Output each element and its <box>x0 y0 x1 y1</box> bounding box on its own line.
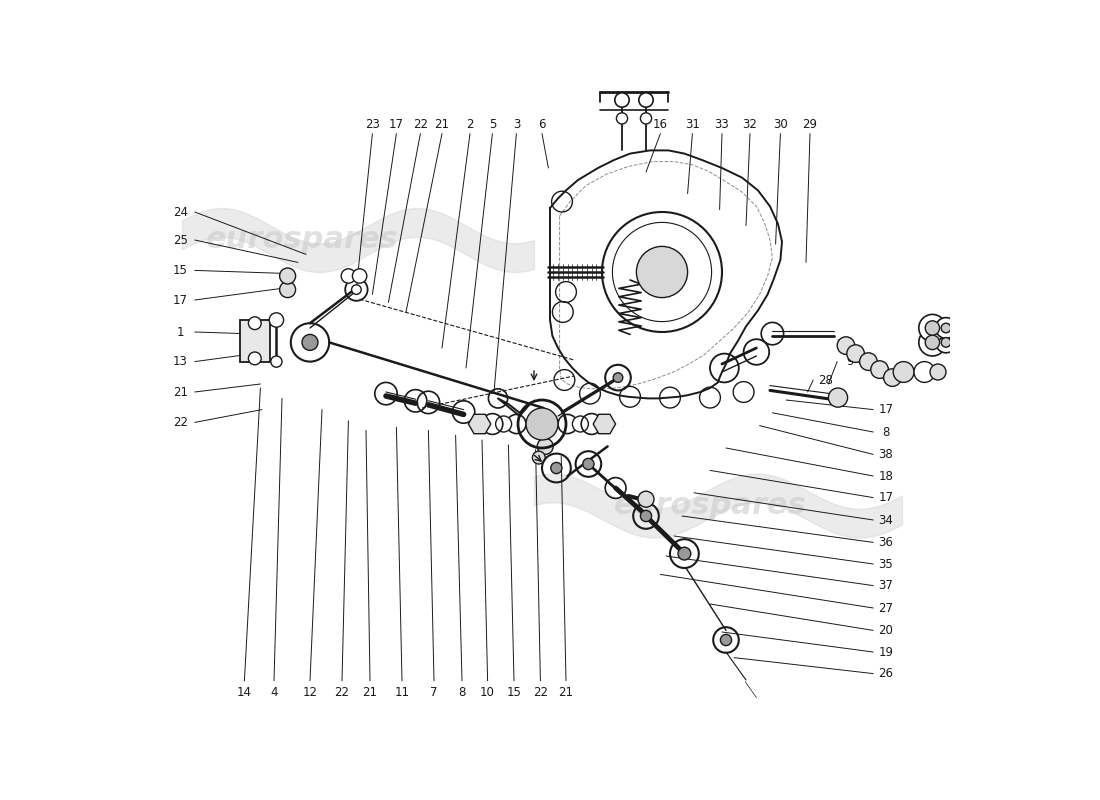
Text: eurospares: eurospares <box>206 226 398 254</box>
Text: 19: 19 <box>879 646 893 658</box>
Circle shape <box>925 335 939 350</box>
Circle shape <box>942 323 950 333</box>
Text: 21: 21 <box>173 386 188 398</box>
Text: 22: 22 <box>173 416 188 429</box>
Circle shape <box>918 329 946 356</box>
Text: 35: 35 <box>879 558 893 570</box>
Circle shape <box>532 451 546 464</box>
Circle shape <box>678 547 691 560</box>
Text: 8: 8 <box>459 686 465 698</box>
Circle shape <box>270 313 284 327</box>
Text: 27: 27 <box>879 602 893 614</box>
Text: 15: 15 <box>173 264 188 277</box>
Text: 21: 21 <box>434 118 450 130</box>
Text: 16: 16 <box>653 118 668 130</box>
Text: 3: 3 <box>513 118 520 130</box>
Text: 18: 18 <box>879 470 893 482</box>
Circle shape <box>302 334 318 350</box>
Circle shape <box>936 332 956 353</box>
Text: 21: 21 <box>559 686 573 698</box>
Circle shape <box>936 318 956 338</box>
Text: 33: 33 <box>715 118 729 130</box>
Text: 17: 17 <box>879 403 893 416</box>
Circle shape <box>914 362 935 382</box>
Circle shape <box>352 285 361 294</box>
Circle shape <box>279 282 296 298</box>
Circle shape <box>859 353 877 370</box>
Circle shape <box>613 373 623 382</box>
Circle shape <box>496 416 512 432</box>
Text: 24: 24 <box>173 206 188 218</box>
Circle shape <box>640 510 651 522</box>
Circle shape <box>883 369 901 386</box>
Circle shape <box>572 416 588 432</box>
Circle shape <box>925 321 939 335</box>
Text: 32: 32 <box>742 118 758 130</box>
Circle shape <box>720 634 732 646</box>
Circle shape <box>639 93 653 107</box>
Text: 28: 28 <box>818 374 834 386</box>
Text: 13: 13 <box>173 355 188 368</box>
Text: 34: 34 <box>879 514 893 526</box>
Text: 22: 22 <box>532 686 548 698</box>
Circle shape <box>615 93 629 107</box>
Circle shape <box>918 314 946 342</box>
Text: 23: 23 <box>365 118 380 130</box>
Circle shape <box>638 491 654 507</box>
Circle shape <box>537 438 553 454</box>
Text: 9: 9 <box>846 355 854 368</box>
Text: eurospares: eurospares <box>614 491 806 520</box>
Text: 21: 21 <box>363 686 377 698</box>
Circle shape <box>526 408 558 440</box>
Text: 29: 29 <box>803 118 817 130</box>
Text: 37: 37 <box>879 579 893 592</box>
Circle shape <box>583 458 594 470</box>
Text: 36: 36 <box>879 536 893 549</box>
Text: 17: 17 <box>879 491 893 504</box>
Text: 5: 5 <box>488 118 496 130</box>
Text: 30: 30 <box>773 118 788 130</box>
Circle shape <box>847 345 865 362</box>
Circle shape <box>352 269 366 283</box>
Circle shape <box>942 338 950 347</box>
Circle shape <box>893 362 914 382</box>
Text: 22: 22 <box>412 118 428 130</box>
Circle shape <box>616 113 628 124</box>
Text: 20: 20 <box>879 624 893 637</box>
Text: 22: 22 <box>334 686 350 698</box>
Text: 10: 10 <box>481 686 495 698</box>
Circle shape <box>271 356 282 367</box>
Text: 26: 26 <box>879 667 893 680</box>
Text: 14: 14 <box>236 686 252 698</box>
Text: 17: 17 <box>389 118 404 130</box>
Text: 4: 4 <box>271 686 277 698</box>
Circle shape <box>279 268 296 284</box>
Text: 11: 11 <box>395 686 409 698</box>
Circle shape <box>930 364 946 380</box>
Circle shape <box>551 462 562 474</box>
Text: 38: 38 <box>879 448 893 461</box>
Text: 15: 15 <box>507 686 521 698</box>
Text: 17: 17 <box>173 294 188 306</box>
Circle shape <box>828 388 848 407</box>
Circle shape <box>249 317 261 330</box>
Text: 2: 2 <box>466 118 474 130</box>
Text: 12: 12 <box>302 686 318 698</box>
Text: 8: 8 <box>882 426 890 438</box>
Circle shape <box>341 269 355 283</box>
Text: 25: 25 <box>173 234 188 246</box>
Circle shape <box>871 361 889 378</box>
Text: 1: 1 <box>177 326 184 338</box>
Text: 6: 6 <box>538 118 546 130</box>
Circle shape <box>637 246 688 298</box>
Bar <box>240 320 270 362</box>
Text: 31: 31 <box>685 118 700 130</box>
Circle shape <box>640 113 651 124</box>
Circle shape <box>837 337 855 354</box>
Circle shape <box>249 352 261 365</box>
Text: 7: 7 <box>430 686 438 698</box>
